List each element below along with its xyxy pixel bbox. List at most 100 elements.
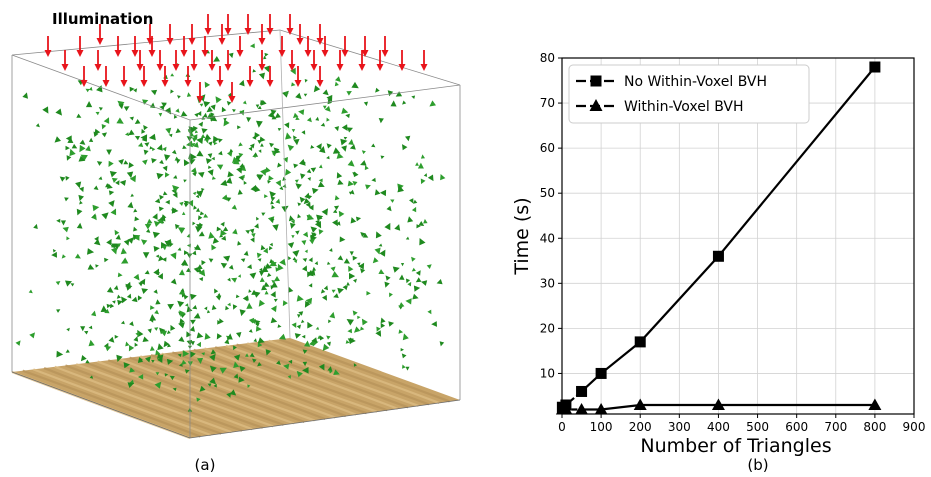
- down-arrow-icon: [201, 36, 209, 57]
- leaf: [236, 166, 242, 174]
- leaf: [326, 341, 331, 347]
- leaf: [194, 244, 202, 251]
- leaf: [339, 236, 346, 243]
- leaf: [319, 146, 326, 154]
- leaf: [334, 195, 340, 201]
- leaf: [296, 324, 301, 329]
- leaf: [248, 289, 252, 293]
- leaf: [309, 238, 315, 245]
- leaf: [178, 269, 185, 276]
- leaf: [416, 224, 421, 229]
- leaf: [259, 267, 263, 272]
- leaf: [337, 287, 344, 294]
- leaf: [162, 245, 168, 251]
- leaf: [186, 306, 193, 313]
- leaf: [172, 387, 177, 392]
- leaf: [95, 111, 100, 116]
- leaf: [349, 251, 354, 256]
- leaf: [133, 273, 140, 281]
- leaf: [233, 361, 240, 368]
- leaf: [88, 339, 95, 347]
- leaf: [307, 271, 313, 278]
- leaf: [71, 143, 78, 149]
- leaf: [420, 178, 426, 185]
- down-arrow-icon: [120, 66, 128, 87]
- leaf: [175, 108, 180, 113]
- leaf: [297, 202, 302, 207]
- leaf: [336, 172, 343, 179]
- leaf: [233, 354, 241, 361]
- leaf: [179, 201, 184, 206]
- leaf: [413, 199, 418, 204]
- leaf: [181, 359, 187, 366]
- leaf: [161, 102, 167, 108]
- leaf: [179, 318, 185, 324]
- leaf: [412, 293, 419, 300]
- caption-b: (b): [747, 456, 768, 474]
- leaf: [291, 235, 295, 239]
- legend-entry-no-bvh: No Within-Voxel BVH: [576, 74, 767, 90]
- leaf: [273, 276, 280, 282]
- leaf: [106, 238, 112, 246]
- leaf: [371, 143, 376, 148]
- down-arrow-icon: [278, 36, 286, 57]
- leaf: [190, 293, 197, 300]
- down-arrow-icon: [266, 66, 274, 87]
- leaf: [309, 269, 316, 276]
- leaf: [141, 239, 148, 246]
- leaf: [242, 295, 248, 302]
- ground-ripple: [65, 364, 243, 432]
- ground-ripple: [107, 359, 284, 426]
- leaf: [51, 251, 57, 258]
- leaf: [290, 67, 296, 75]
- y-tick-labels: 10 20 30 40 50 60 70 80: [540, 51, 562, 380]
- leaf: [170, 278, 177, 285]
- leaf: [162, 165, 168, 172]
- leaf: [306, 213, 315, 221]
- leaf: [125, 281, 131, 289]
- leaf: [208, 231, 215, 239]
- leaf: [293, 139, 300, 146]
- leaf: [216, 226, 222, 232]
- leaf: [288, 359, 293, 364]
- leaf: [55, 108, 62, 116]
- leaf: [277, 128, 282, 132]
- leaf: [302, 367, 309, 374]
- ground-ripple: [75, 363, 253, 431]
- leaf: [186, 267, 192, 273]
- leaf: [65, 280, 72, 287]
- leaf: [155, 254, 159, 258]
- leaf: [223, 255, 231, 262]
- leaf: [198, 277, 204, 282]
- leaf: [417, 162, 424, 169]
- leaf: [214, 288, 219, 294]
- x-tick-label: 900: [903, 420, 926, 434]
- leaf: [165, 127, 172, 135]
- leaf: [353, 278, 357, 283]
- y-tick-label: 50: [540, 186, 555, 200]
- data-point-triangle: [559, 402, 573, 415]
- leaf: [79, 200, 83, 205]
- leaf: [348, 265, 354, 272]
- leaf: [312, 266, 317, 271]
- leaf: [290, 222, 296, 229]
- leaf: [184, 369, 190, 374]
- leaf: [246, 117, 252, 123]
- leaf: [333, 369, 340, 375]
- leaf: [363, 101, 368, 107]
- leaf: [123, 239, 130, 246]
- leaf: [186, 92, 192, 97]
- leaf: [315, 116, 320, 121]
- leaf: [216, 164, 224, 170]
- leaf: [197, 172, 205, 178]
- leaf: [179, 310, 186, 317]
- leaf: [328, 319, 332, 324]
- leaf: [134, 216, 140, 222]
- leaf: [133, 208, 138, 213]
- down-arrow-icon: [361, 36, 369, 57]
- leaf: [144, 223, 152, 230]
- leaf: [190, 319, 196, 325]
- leaf: [285, 132, 292, 140]
- leaf: [304, 249, 308, 254]
- leaf: [411, 95, 416, 99]
